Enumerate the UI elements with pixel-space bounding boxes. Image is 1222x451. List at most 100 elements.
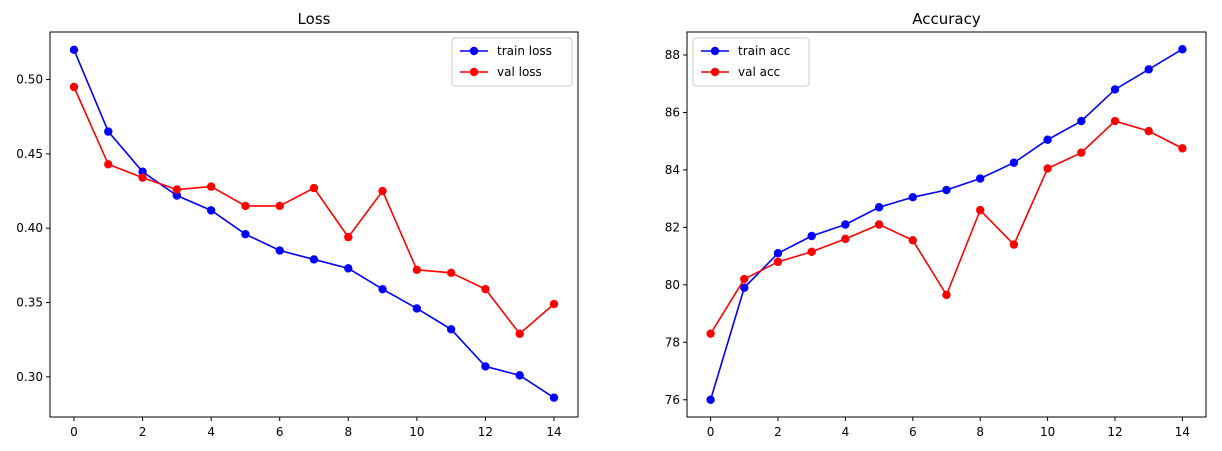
data-point [549,299,559,309]
data-point [841,234,850,244]
data-point [740,283,749,292]
y-tick-label: 0.45 [16,147,43,161]
data-point [138,167,147,176]
x-tick-label: 8 [976,425,984,439]
data-point [275,201,284,211]
data-point [942,185,951,195]
data-point [172,191,182,200]
data-point [481,284,490,294]
data-point [1077,116,1086,126]
data-point [908,236,917,245]
x-tick-label: 8 [344,425,352,439]
data-point [446,268,456,278]
y-tick-label: 80 [665,278,680,292]
series-line [73,49,555,399]
data-point [344,264,353,273]
x-tick-label: 4 [842,425,850,439]
y-tick-label: 88 [665,48,680,62]
data-point [241,201,250,211]
series-line [709,48,1183,400]
x-tick-label: 10 [1040,425,1055,439]
axes-frame [49,31,579,418]
data-point [1178,144,1187,153]
data-point [378,186,387,196]
y-tick-label: 0.40 [16,221,43,235]
x-tick-label: 4 [207,425,215,439]
data-point [104,127,113,136]
y-tick-label: 0.30 [16,370,43,384]
accuracy-chart: Accuracy 0 2 4 6 8 10 12 14 76 78 80 82 84 86 88 train a… [665,10,1207,439]
data-point [309,183,319,193]
x-tick-label: 0 [707,425,715,439]
data-point [69,45,79,55]
data-point [1043,164,1052,173]
data-point [446,325,456,334]
x-tick-label: 14 [1175,425,1190,439]
data-point [1077,148,1086,157]
data-point [206,182,216,191]
data-point [1110,116,1120,126]
data-point [1009,240,1019,249]
legend-marker [469,67,479,77]
x-tick-label: 12 [478,425,493,439]
x-tick-label: 14 [546,425,561,439]
data-point [1178,45,1187,54]
data-point [1043,135,1052,144]
data-point [773,257,783,267]
data-point [275,246,284,255]
data-point [69,82,79,92]
data-point [344,232,353,242]
data-point [976,205,985,215]
data-point [1144,126,1153,136]
y-tick-label: 86 [665,105,680,119]
x-tick-label: 2 [774,425,782,439]
chart-title: Loss [298,10,331,28]
data-point [1110,85,1120,94]
y-tick-label: 82 [665,220,680,234]
data-point [549,393,559,402]
data-point [706,329,715,338]
data-point [172,185,182,194]
series-line [73,86,555,335]
data-point [1144,65,1153,74]
data-point [874,220,884,229]
y-tick-label: 0.50 [16,73,43,87]
chart-title: Accuracy [912,10,981,28]
legend-label: val acc [738,65,780,79]
legend-box [451,37,573,87]
data-point [976,174,985,183]
legend-label: train acc [738,44,790,58]
data-point [874,203,884,212]
data-point [309,255,319,264]
legend-marker [469,46,479,56]
data-point [807,247,816,256]
data-point [104,160,113,169]
legend-label: val loss [497,65,542,79]
data-point [412,304,422,313]
legend-label: train loss [497,44,552,58]
legend: train acc val acc [692,37,810,87]
y-tick-label: 76 [665,393,680,407]
data-point [740,274,749,284]
data-point [1009,158,1019,167]
legend-box [692,37,810,87]
x-tick-label: 12 [1107,425,1122,439]
x-tick-label: 0 [70,425,78,439]
axes-frame [686,31,1207,418]
x-tick-label: 10 [409,425,424,439]
data-point [241,229,250,239]
y-tick-label: 0.35 [16,296,43,310]
legend-marker [710,67,720,77]
data-point [412,265,422,275]
y-tick-label: 84 [665,163,680,177]
data-point [807,231,816,241]
x-tick-label: 6 [276,425,284,439]
data-point [706,395,715,404]
data-point [206,206,216,215]
data-point [481,362,490,371]
legend-marker [710,46,720,56]
data-point [515,329,524,338]
loss-chart: Loss 0 2 4 6 8 10 12 14 0.30 0.35 0.40 0.45 0.50 train… [16,10,579,439]
series-line [709,120,1183,335]
